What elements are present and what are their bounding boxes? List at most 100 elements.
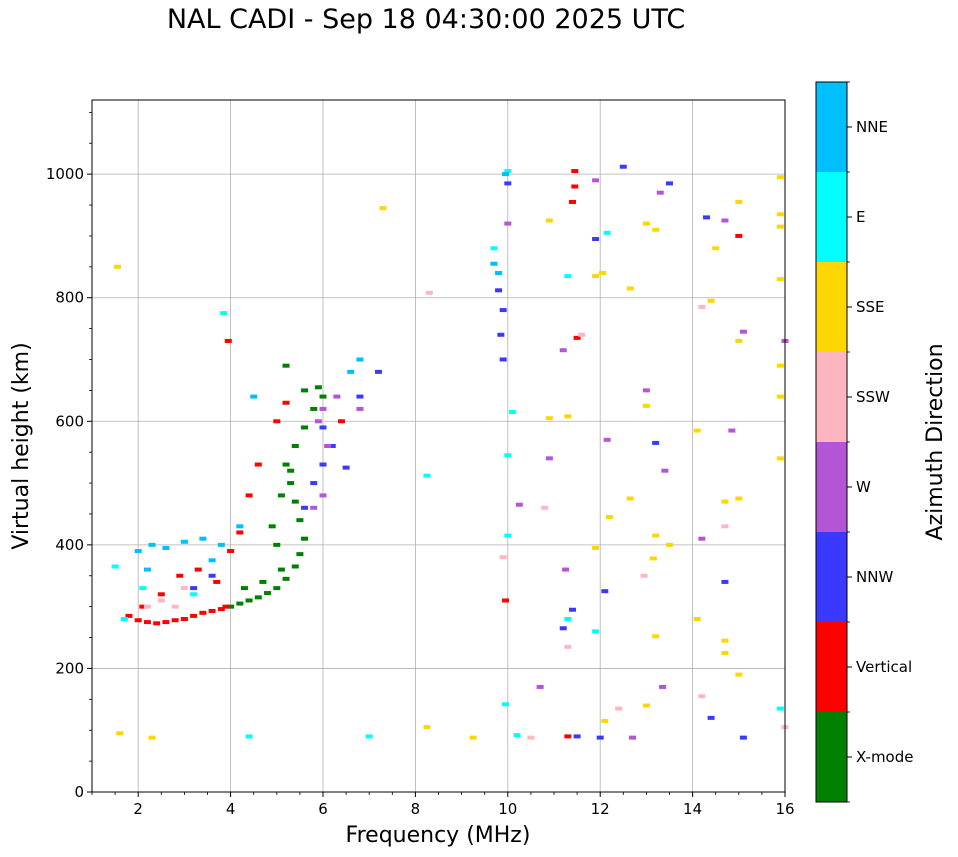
- colorbar-tick-label: Vertical: [856, 658, 912, 676]
- data-point-nnw: [342, 465, 350, 470]
- data-point-sse: [626, 286, 634, 291]
- data-point-vertical: [564, 734, 572, 739]
- data-point-ssw: [578, 332, 586, 337]
- data-point-e: [501, 702, 509, 707]
- data-point-vertical: [337, 419, 345, 424]
- data-point-w: [545, 456, 553, 461]
- data-point-x-mode: [291, 499, 299, 504]
- data-point-e: [564, 617, 572, 621]
- data-point-sse: [642, 403, 650, 408]
- data-point-sse: [652, 533, 660, 538]
- data-point-nne: [208, 558, 216, 563]
- data-point-vertical: [227, 549, 235, 554]
- data-point-sse: [693, 617, 701, 621]
- data-point-nnw: [208, 573, 216, 578]
- data-point-nne: [236, 524, 244, 529]
- colorbar-segment-ssw: [816, 352, 847, 442]
- data-point-x-mode: [282, 363, 290, 368]
- data-point-w: [698, 536, 706, 541]
- data-point-vertical: [245, 493, 253, 498]
- colorbar-segment-nne: [816, 82, 847, 172]
- data-point-vertical: [199, 610, 207, 615]
- data-point-ssw: [640, 573, 648, 578]
- data-point-w: [642, 388, 650, 393]
- data-point-vertical: [568, 199, 576, 204]
- data-point-e: [603, 230, 611, 235]
- y-tick-label: 400: [55, 536, 84, 554]
- data-point-w: [728, 428, 736, 433]
- data-point-vertical: [176, 573, 184, 578]
- data-point-sse: [652, 634, 660, 639]
- colorbar-frame: [815, 81, 848, 803]
- data-point-x-mode: [296, 552, 304, 557]
- colorbar-tick-label: SSW: [856, 388, 890, 406]
- data-point-vertical: [254, 462, 262, 467]
- data-point-x-mode: [277, 567, 285, 572]
- x-axis-label: Frequency (MHz): [346, 823, 531, 848]
- data-point-sse: [148, 735, 156, 740]
- data-point-sse: [652, 227, 660, 232]
- plot-frame: [91, 99, 786, 793]
- data-point-e: [490, 246, 498, 251]
- data-point-nne: [143, 567, 151, 572]
- x-tick-label: 12: [591, 800, 610, 818]
- data-point-x-mode: [301, 536, 309, 541]
- y-tick-label: 800: [55, 289, 84, 307]
- data-point-sse: [776, 224, 784, 229]
- data-point-x-mode: [273, 542, 281, 547]
- colorbar-segment-x-mode: [816, 712, 847, 802]
- data-point-x-mode: [277, 493, 285, 498]
- data-point-nnw: [601, 589, 609, 594]
- colorbar-label: Azimuth Direction: [923, 343, 948, 540]
- data-point-vertical: [180, 617, 188, 621]
- data-point-nnw: [497, 332, 505, 337]
- data-point-sse: [735, 496, 743, 501]
- data-point-e: [220, 311, 228, 316]
- data-point-x-mode: [310, 406, 318, 411]
- data-point-nne: [199, 536, 207, 541]
- data-point-nnw: [328, 444, 336, 448]
- data-point-nnw: [739, 735, 747, 740]
- data-point-x-mode: [314, 385, 322, 390]
- data-point-w: [562, 567, 570, 572]
- colorbar-segment-e: [816, 172, 847, 262]
- data-point-x-mode: [319, 394, 327, 399]
- data-point-vertical: [571, 169, 579, 174]
- data-point-w: [592, 178, 600, 183]
- data-point-vertical: [171, 618, 179, 623]
- x-tick-label: 16: [775, 800, 794, 818]
- data-point-sse: [592, 545, 600, 550]
- data-point-x-mode: [282, 462, 290, 467]
- data-point-e: [111, 564, 119, 569]
- y-tick-label: 200: [55, 659, 84, 677]
- data-point-vertical: [208, 608, 216, 613]
- y-tick-label: 1000: [46, 165, 84, 183]
- data-point-w: [356, 406, 364, 411]
- data-point-sse: [721, 650, 729, 655]
- data-point-w: [661, 468, 669, 473]
- data-point-ssw: [721, 524, 729, 529]
- data-point-w: [319, 406, 327, 411]
- data-point-x-mode: [227, 604, 235, 609]
- data-point-vertical: [153, 621, 161, 626]
- data-point-nnw: [596, 735, 604, 740]
- data-point-w: [314, 419, 322, 424]
- data-point-e: [504, 169, 512, 174]
- data-point-e: [564, 274, 572, 279]
- data-point-sse: [776, 363, 784, 368]
- colorbar-tick-label: NNE: [856, 118, 888, 136]
- data-point-x-mode: [273, 586, 281, 591]
- data-point-sse: [776, 212, 784, 217]
- data-point-sse: [642, 703, 650, 708]
- data-point-ssw: [541, 505, 549, 510]
- data-point-sse: [735, 199, 743, 204]
- data-point-vertical: [571, 184, 579, 189]
- x-tick-label: 10: [498, 800, 517, 818]
- data-point-nne: [148, 542, 156, 547]
- data-point-w: [739, 329, 747, 334]
- data-point-vertical: [125, 613, 133, 618]
- data-point-nnw: [707, 715, 715, 720]
- colorbar-segment-vertical: [816, 622, 847, 712]
- data-point-nnw: [319, 462, 327, 467]
- data-point-x-mode: [245, 598, 253, 603]
